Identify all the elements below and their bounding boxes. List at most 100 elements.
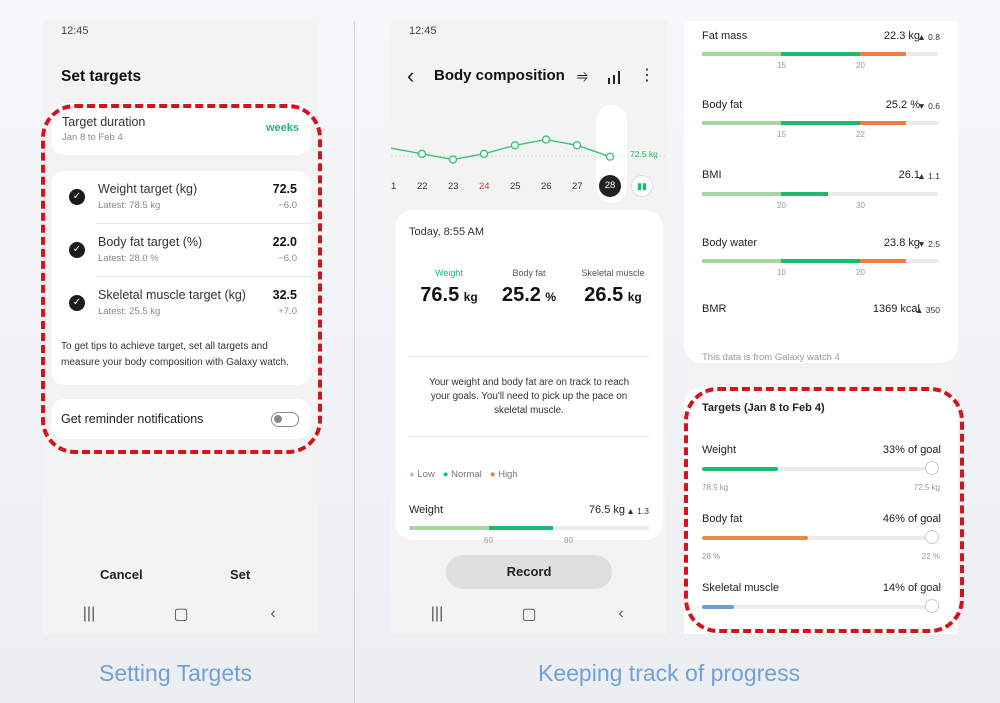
weight-range-bar bbox=[409, 526, 649, 530]
target-row[interactable]: ✓ Weight target (kg) Latest: 78.5 kg 72.… bbox=[51, 171, 311, 223]
goal-end: 22 % bbox=[921, 552, 940, 561]
measure-label: Fat mass bbox=[702, 30, 748, 42]
status-time: 12:45 bbox=[409, 25, 437, 37]
measure-value: 26.1 bbox=[898, 169, 920, 181]
targets-progress-screen: Fat mass 22.3 kg ▲ 0.8 15 20 Body fat 25… bbox=[684, 21, 958, 634]
section-divider bbox=[354, 21, 355, 703]
divider bbox=[409, 436, 649, 437]
high-segment bbox=[860, 121, 906, 125]
goal-target-icon bbox=[925, 599, 939, 613]
checked-circle-icon[interactable]: ✓ bbox=[69, 242, 85, 258]
page-title: Set targets bbox=[61, 68, 142, 85]
target-row-delta: +7.0 bbox=[278, 306, 297, 317]
target-duration-unit[interactable]: weeks bbox=[265, 122, 299, 134]
low-segment bbox=[409, 526, 489, 530]
reminder-toggle[interactable] bbox=[271, 412, 299, 427]
goal-progress-text: 33% of goal bbox=[882, 444, 941, 456]
target-row-title: Skeletal muscle target (kg) bbox=[98, 288, 246, 302]
checked-circle-icon[interactable]: ✓ bbox=[69, 189, 85, 205]
trend-point[interactable] bbox=[541, 135, 551, 144]
recents-icon[interactable]: ||| bbox=[82, 605, 96, 622]
reminder-label: Get reminder notifications bbox=[61, 412, 204, 426]
set-button[interactable]: Set bbox=[230, 567, 251, 582]
trend-point[interactable] bbox=[572, 141, 582, 150]
range-bar bbox=[702, 259, 938, 263]
low-segment bbox=[702, 52, 781, 56]
share-icon[interactable]: ⥤ bbox=[577, 67, 589, 83]
target-row[interactable]: ✓ Skeletal muscle target (kg) Latest: 25… bbox=[51, 277, 311, 329]
status-time: 12:45 bbox=[61, 25, 89, 37]
metric-unit: % bbox=[545, 290, 557, 304]
goal-progress-bar bbox=[702, 605, 932, 609]
tick-label: 80 bbox=[564, 536, 573, 545]
back-icon[interactable]: ‹ bbox=[618, 605, 624, 622]
goal-end: 72.5 kg bbox=[913, 483, 940, 492]
system-nav-bar: ||| ▢ ‹ bbox=[391, 602, 667, 626]
date-label[interactable]: 22 bbox=[417, 181, 428, 192]
legend-dot-low: ● bbox=[409, 469, 415, 480]
range-legend: ● Low ● Normal ● High bbox=[409, 469, 518, 480]
measure-delta: ▼ 0.6 bbox=[917, 101, 940, 111]
metric-value: 76.5 bbox=[420, 284, 460, 306]
measurements-card: Fat mass 22.3 kg ▲ 0.8 15 20 Body fat 25… bbox=[684, 21, 958, 363]
measure-delta: ▲ 0.8 bbox=[917, 32, 940, 42]
caption-setting-targets: Setting Targets bbox=[99, 660, 253, 686]
trend-point[interactable] bbox=[448, 155, 458, 164]
goal-progress-fill bbox=[702, 536, 808, 540]
normal-segment bbox=[781, 259, 860, 263]
record-button[interactable]: Record bbox=[446, 555, 612, 589]
date-label[interactable]: 26 bbox=[541, 181, 552, 192]
recents-icon[interactable]: ||| bbox=[430, 605, 444, 622]
metric-block: Body fat 25.2 % bbox=[485, 268, 573, 307]
selected-date[interactable]: 28 bbox=[599, 175, 621, 197]
page-title: Body composition bbox=[434, 67, 565, 84]
legend-dot-normal: ● bbox=[442, 469, 449, 480]
normal-segment bbox=[781, 52, 860, 56]
goal-start: 78.5 kg bbox=[702, 483, 729, 492]
metric-unit: kg bbox=[627, 290, 642, 304]
trend-point[interactable] bbox=[605, 152, 615, 161]
date-label[interactable]: 24 bbox=[479, 181, 490, 192]
trend-point[interactable] bbox=[510, 141, 520, 150]
chart-value-label: 72.5 kg bbox=[630, 149, 658, 159]
trend-point[interactable] bbox=[479, 149, 489, 159]
tick-label: 20 bbox=[856, 268, 865, 277]
goal-progress-fill bbox=[702, 467, 778, 471]
trend-point[interactable] bbox=[417, 149, 427, 159]
goal-label: Weight bbox=[702, 444, 737, 456]
metric-unit: kg bbox=[463, 290, 478, 304]
home-icon[interactable]: ▢ bbox=[173, 606, 189, 623]
date-label[interactable]: 1 bbox=[391, 181, 397, 192]
measure-delta: ▲ 1.1 bbox=[917, 171, 940, 181]
checked-circle-icon[interactable]: ✓ bbox=[69, 295, 85, 311]
measure-label: Body water bbox=[702, 237, 758, 249]
date-label[interactable]: 25 bbox=[510, 181, 521, 192]
goal-label: Body fat bbox=[702, 513, 743, 525]
more-options-icon[interactable]: ⋮ bbox=[639, 67, 655, 84]
watch-icon[interactable]: ▮▮ bbox=[631, 175, 653, 197]
chart-bars-icon[interactable] bbox=[607, 70, 623, 84]
measure-delta: ▼ 2.5 bbox=[917, 239, 940, 249]
tick-label: 10 bbox=[777, 268, 786, 277]
target-list-card: ✓ Weight target (kg) Latest: 78.5 kg 72.… bbox=[51, 171, 311, 385]
normal-segment bbox=[489, 526, 553, 530]
measure-label: BMR bbox=[702, 303, 727, 315]
back-icon[interactable]: ‹ bbox=[270, 605, 276, 622]
tick-label: 15 bbox=[777, 61, 786, 70]
high-segment bbox=[860, 52, 906, 56]
cancel-button[interactable]: Cancel bbox=[100, 567, 143, 582]
low-segment bbox=[702, 259, 781, 263]
goal-progress-bar bbox=[702, 467, 932, 471]
tick-label: 22 bbox=[856, 130, 865, 139]
back-arrow-icon[interactable]: ‹ bbox=[407, 63, 415, 88]
target-duration-card[interactable]: Target duration Jan 8 to Feb 4 weeks bbox=[51, 103, 311, 155]
metric-label: Skeletal muscle bbox=[581, 268, 645, 278]
home-icon[interactable]: ▢ bbox=[521, 606, 537, 623]
date-label[interactable]: 27 bbox=[572, 181, 583, 192]
target-row-value: 22.0 bbox=[272, 235, 297, 249]
goal-target-icon bbox=[925, 530, 939, 544]
tick-label: 15 bbox=[777, 130, 786, 139]
date-label[interactable]: 23 bbox=[448, 181, 459, 192]
target-row[interactable]: ✓ Body fat target (%) Latest: 28.0 % 22.… bbox=[51, 224, 311, 276]
caption-keeping-track: Keeping track of progress bbox=[538, 660, 801, 686]
